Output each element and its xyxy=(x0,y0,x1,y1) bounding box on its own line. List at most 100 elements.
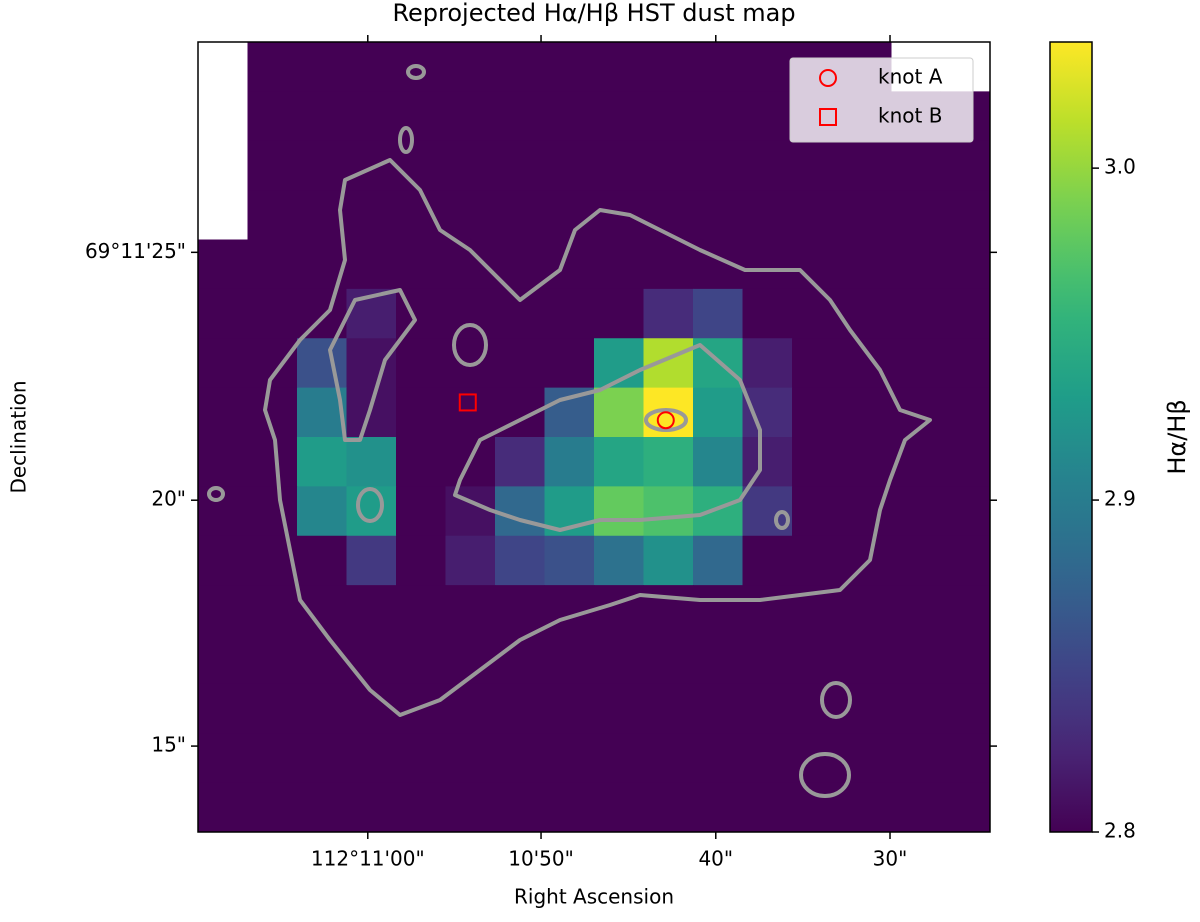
heatmap-cell xyxy=(742,437,793,487)
heatmap-cell xyxy=(495,288,545,339)
heatmap-cell xyxy=(693,140,743,191)
heatmap-cell xyxy=(544,91,595,142)
heatmap-cell xyxy=(247,683,298,734)
heatmap-cell xyxy=(198,634,248,685)
heatmap-cell xyxy=(346,782,397,833)
heatmap-cell xyxy=(297,782,347,833)
heatmap-cell xyxy=(940,190,991,240)
heatmap-cell xyxy=(346,338,397,389)
heatmap-cell xyxy=(297,486,347,537)
heatmap-cell xyxy=(495,338,545,389)
heatmap-cell xyxy=(247,338,298,389)
heatmap-cell xyxy=(445,782,496,833)
heatmap-cell xyxy=(742,387,793,438)
heatmap-cell xyxy=(940,683,991,734)
heatmap-cell xyxy=(643,190,694,240)
heatmap-cell xyxy=(346,91,397,142)
heatmap-cell xyxy=(792,634,842,685)
heatmap-cell xyxy=(495,91,545,142)
heatmap-cell xyxy=(396,733,446,784)
heatmap-cell xyxy=(742,782,793,833)
contour xyxy=(452,323,488,367)
heatmap-cell xyxy=(940,634,991,685)
heatmap-cell xyxy=(495,683,545,734)
heatmap-cell xyxy=(891,683,941,734)
heatmap-cell xyxy=(346,437,397,487)
heatmap-cell xyxy=(841,634,892,685)
x-axis-label: Right Ascension xyxy=(514,885,674,909)
heatmap-cell xyxy=(198,437,248,487)
heatmap-cell xyxy=(940,140,991,191)
heatmap-cell xyxy=(792,437,842,487)
heatmap-cell xyxy=(495,733,545,784)
heatmap-cell xyxy=(346,387,397,438)
heatmap-cell xyxy=(247,486,298,537)
colorbar-tick-label: 2.9 xyxy=(1104,487,1136,511)
contour xyxy=(820,681,852,719)
legend-label: knot B xyxy=(878,104,942,128)
heatmap-cell xyxy=(445,683,496,734)
chart-title: Reprojected Hα/Hβ HST dust map xyxy=(392,0,795,27)
contour xyxy=(799,752,851,798)
heatmap-cell xyxy=(940,782,991,833)
heatmap-cell xyxy=(396,338,446,389)
heatmap-cell xyxy=(445,239,496,290)
heatmap-cell xyxy=(198,683,248,734)
heatmap-cell xyxy=(742,338,793,389)
contours xyxy=(207,64,932,798)
contour xyxy=(328,288,417,442)
heatmap-cell xyxy=(693,387,743,438)
heatmap-cell xyxy=(495,486,545,537)
heatmap-cell xyxy=(742,140,793,191)
heatmap-cell xyxy=(198,387,248,438)
contour xyxy=(356,487,384,523)
heatmap-cell xyxy=(594,634,644,685)
heatmap-cell xyxy=(742,535,793,586)
knot-marker xyxy=(656,411,675,430)
contour xyxy=(207,486,225,502)
heatmap-cell xyxy=(693,42,743,92)
heatmap-cell xyxy=(594,585,644,635)
heatmap-cell xyxy=(396,91,446,142)
plot-frame xyxy=(197,41,991,833)
heatmap-cell xyxy=(544,42,595,92)
heatmap-cell xyxy=(297,733,347,784)
heatmap-cell xyxy=(841,190,892,240)
heatmap-cell xyxy=(742,585,793,635)
heatmap-cell xyxy=(643,42,694,92)
heatmap-cell xyxy=(940,733,991,784)
heatmap-cell xyxy=(643,585,694,635)
heatmap-cell xyxy=(940,338,991,389)
heatmap-cell xyxy=(792,338,842,389)
heatmap-cell xyxy=(247,782,298,833)
heatmap-cell xyxy=(198,585,248,635)
heatmap-cell xyxy=(693,782,743,833)
contour xyxy=(644,408,688,432)
heatmap-cell xyxy=(297,634,347,685)
y-axis-label: Declination xyxy=(7,380,31,493)
heatmap-cell xyxy=(346,190,397,240)
heatmap-cell xyxy=(693,288,743,339)
heatmap-cell xyxy=(643,733,694,784)
heatmap-cell xyxy=(742,634,793,685)
heatmap-cell xyxy=(792,239,842,290)
heatmap-cell xyxy=(247,190,298,240)
heatmap-cell xyxy=(940,437,991,487)
heatmap-cell xyxy=(693,585,743,635)
heatmap-cell xyxy=(247,288,298,339)
heatmap-cell xyxy=(495,140,545,191)
heatmap-cell xyxy=(445,585,496,635)
y-tick-label: 69°11'25" xyxy=(85,239,186,263)
x-tick-label: 112°11'00" xyxy=(311,847,425,871)
heatmap-cell xyxy=(594,288,644,339)
heatmap-cell xyxy=(544,733,595,784)
heatmap-cell xyxy=(544,683,595,734)
heatmap-cell xyxy=(198,239,248,290)
heatmap-cell xyxy=(693,190,743,240)
heatmap-cell xyxy=(396,634,446,685)
heatmap-cell xyxy=(346,733,397,784)
heatmap-cell xyxy=(445,42,496,92)
heatmap-cell xyxy=(594,437,644,487)
contour xyxy=(406,64,426,80)
y-tick-label: 20" xyxy=(151,487,186,511)
